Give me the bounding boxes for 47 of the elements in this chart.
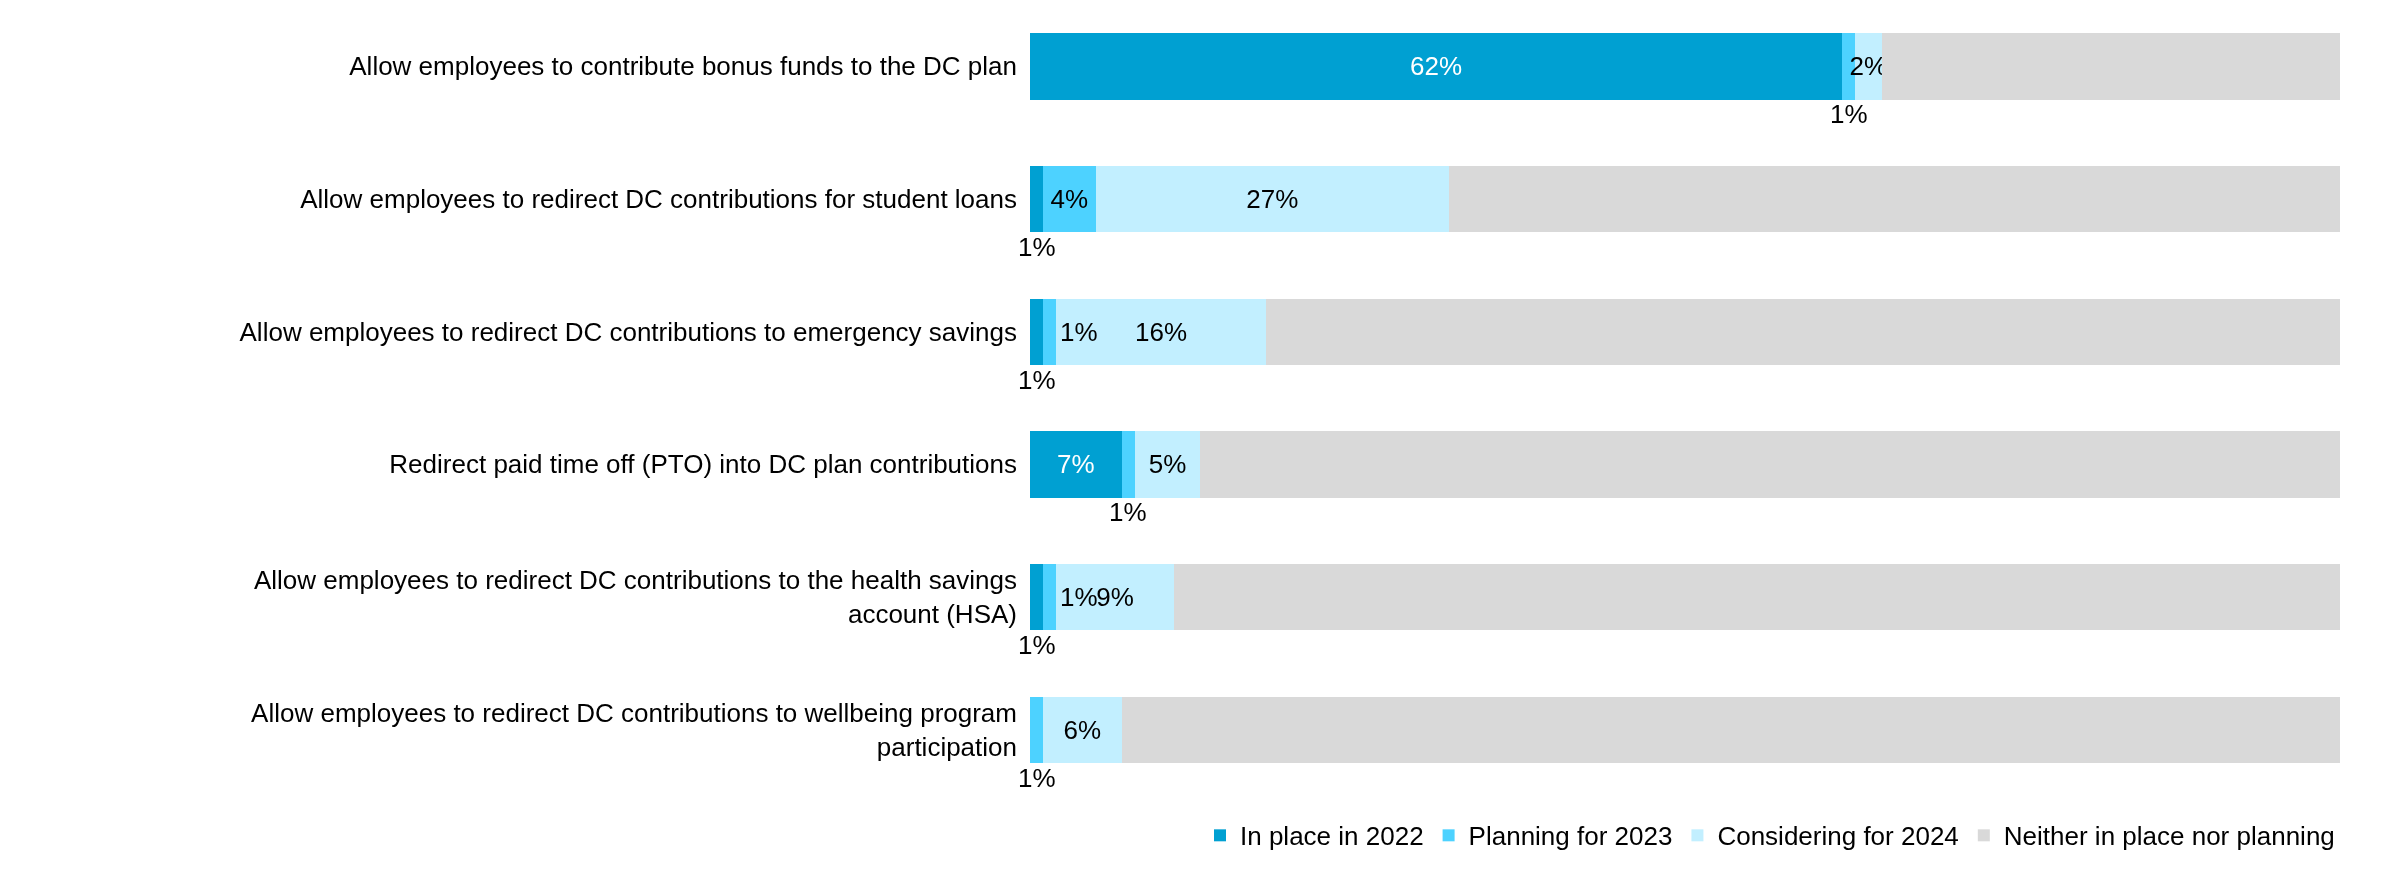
- bar: [1134, 431, 1201, 498]
- data-label: 6%: [1063, 714, 1102, 745]
- data-label: 5%: [1148, 449, 1187, 480]
- y-tick-label: Allow employees to redirect DC contributions to wellbeing program participation: [251, 697, 1017, 762]
- bar: [1121, 431, 1135, 498]
- data-label: 1%: [1018, 365, 1056, 395]
- y-tick-label: Allow employees to redirect DC contributions to emergency savings: [239, 316, 1017, 347]
- bar: [1030, 563, 1044, 631]
- legend-label: In place in 2022: [1240, 821, 1424, 852]
- bar: [1043, 563, 1057, 631]
- y-tick-label: Allow employees to contribute bonus funds to the DC plan: [349, 51, 1017, 82]
- bar: [1043, 696, 1122, 763]
- bar: [1174, 563, 2340, 631]
- bar: [1030, 33, 1843, 100]
- data-label: 4%: [1050, 184, 1089, 214]
- bar: [1043, 298, 1057, 365]
- bar: [1030, 431, 1122, 498]
- bar: [1030, 165, 1044, 233]
- bar: [1200, 431, 2340, 498]
- bar: [1056, 563, 1175, 631]
- y-tick-label: Allow employees to redirect DC contributions to the health savings account (HSA): [253, 565, 1017, 629]
- legend-label: Considering for 2024: [1717, 821, 1959, 852]
- data-label: 1%: [1018, 763, 1056, 793]
- bar: [1265, 298, 2340, 365]
- bar: [1030, 696, 1044, 763]
- bar: [1056, 298, 1266, 365]
- data-label: 1%: [1060, 317, 1098, 347]
- data-label: 1%: [1060, 582, 1098, 612]
- data-label: 9%: [1096, 582, 1134, 612]
- legend-label: Neither in place nor planning: [2003, 821, 2335, 852]
- data-label: 1%: [1830, 99, 1868, 129]
- bar: [1095, 165, 1450, 233]
- data-label: 7%: [1057, 449, 1095, 480]
- data-label: 1%: [1109, 497, 1147, 527]
- data-label: 16%: [1134, 316, 1188, 347]
- data-label: 27%: [1246, 184, 1299, 214]
- data-label: 1%: [1018, 630, 1056, 660]
- data-label: 62%: [1410, 51, 1463, 82]
- bar: [1121, 696, 2340, 763]
- bar: [1030, 298, 1044, 365]
- legend-label: Planning for 2023: [1468, 821, 1673, 852]
- y-tick-label: Allow employees to redirect DC contributions for student loans: [300, 184, 1017, 215]
- bar: [1449, 165, 2340, 233]
- bar: [1043, 165, 1096, 233]
- bar: [1881, 33, 2340, 100]
- y-tick-label: Redirect paid time off (PTO) into DC plan contributions: [389, 449, 1017, 480]
- data-label: 1%: [1018, 232, 1056, 262]
